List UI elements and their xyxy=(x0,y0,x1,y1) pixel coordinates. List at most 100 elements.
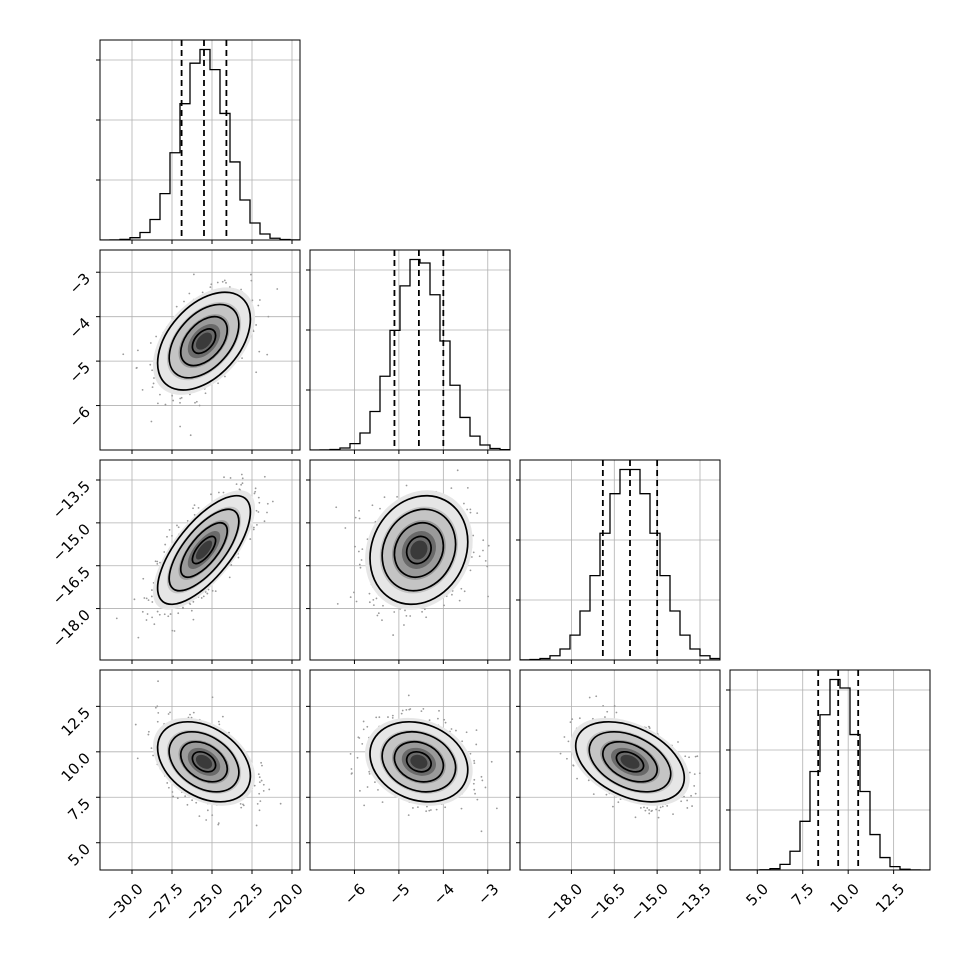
sample-point xyxy=(480,775,483,778)
sample-point xyxy=(613,705,616,707)
sample-point xyxy=(335,506,338,509)
sample-point xyxy=(263,520,266,523)
sample-point xyxy=(368,772,371,775)
sample-point xyxy=(197,506,200,509)
sample-point xyxy=(396,495,398,498)
panel-3-0 xyxy=(96,669,301,874)
sample-point xyxy=(158,613,161,616)
contour-line xyxy=(179,522,229,578)
sample-point xyxy=(182,606,184,609)
histogram-step xyxy=(730,678,930,870)
sample-point xyxy=(634,816,637,819)
panel-plot-area xyxy=(100,670,300,870)
sample-point xyxy=(137,636,140,639)
sample-point xyxy=(456,469,459,472)
sample-point xyxy=(693,773,696,776)
x-tick-label: 12.5 xyxy=(872,880,908,916)
sample-point xyxy=(253,492,256,495)
panel-frame xyxy=(519,669,721,871)
sample-point xyxy=(156,563,159,565)
sample-point xyxy=(194,401,196,404)
panel-frame xyxy=(99,459,301,661)
panel-plot-area xyxy=(520,670,720,870)
sample-point xyxy=(176,797,179,800)
sample-point xyxy=(217,823,220,826)
x-tick-label: −15.0 xyxy=(627,880,672,925)
sample-point xyxy=(658,809,661,812)
sample-point xyxy=(381,619,383,622)
sample-point xyxy=(349,596,352,599)
sample-point xyxy=(482,549,484,552)
sample-point xyxy=(240,806,243,809)
contour-line xyxy=(156,494,252,606)
sample-point xyxy=(490,760,493,763)
sample-point xyxy=(237,556,240,559)
sample-point xyxy=(279,802,282,805)
sample-point xyxy=(156,720,159,723)
sample-point xyxy=(258,809,261,812)
sample-point xyxy=(171,795,174,798)
sample-point xyxy=(258,299,261,301)
x-tick-label: −4 xyxy=(430,880,458,908)
sample-point xyxy=(151,616,153,619)
sample-point xyxy=(257,511,260,513)
sample-point xyxy=(381,801,384,803)
sample-point xyxy=(217,382,219,385)
sample-point xyxy=(157,711,160,714)
sample-point xyxy=(252,526,255,529)
sample-point xyxy=(423,608,426,611)
panel-1-1 xyxy=(306,249,511,454)
density-shade xyxy=(410,540,428,560)
panel-frame xyxy=(99,669,301,871)
sample-point xyxy=(472,534,475,537)
panel-0-0 xyxy=(96,39,301,244)
sample-point xyxy=(592,793,595,796)
sample-point xyxy=(360,559,363,561)
sample-point xyxy=(688,771,691,774)
sample-point xyxy=(201,291,204,294)
sample-point xyxy=(375,716,378,719)
sample-point xyxy=(465,731,468,734)
x-tick-label: −13.5 xyxy=(670,880,715,925)
sample-point xyxy=(154,560,157,563)
sample-point xyxy=(484,786,487,789)
y-tick-label: −4 xyxy=(66,314,94,342)
sample-point xyxy=(171,791,174,793)
sample-point xyxy=(461,740,464,743)
x-tick-label: −6 xyxy=(341,880,369,908)
sample-point xyxy=(606,710,609,713)
sample-point xyxy=(258,776,261,779)
sample-point xyxy=(429,809,432,811)
sample-point xyxy=(214,590,217,593)
panel-frame xyxy=(519,459,721,661)
sample-point xyxy=(420,710,423,713)
sample-point xyxy=(444,721,447,724)
sample-point xyxy=(271,500,274,503)
contour-line xyxy=(588,730,672,793)
sample-point xyxy=(149,342,152,344)
sample-point xyxy=(407,694,410,697)
histogram-step xyxy=(310,258,510,450)
sample-point xyxy=(190,609,193,612)
sample-point xyxy=(217,491,220,494)
sample-point xyxy=(688,756,690,759)
sample-point xyxy=(206,592,209,595)
sample-point xyxy=(686,807,689,809)
sample-point xyxy=(164,543,167,546)
sample-point xyxy=(475,743,478,746)
sample-point xyxy=(169,711,171,714)
panel-3-3 xyxy=(726,669,931,874)
sample-point xyxy=(693,785,696,787)
sample-point xyxy=(191,799,194,802)
sample-point xyxy=(407,814,410,816)
sample-point xyxy=(258,501,261,504)
sample-point xyxy=(372,598,375,601)
sample-point xyxy=(192,618,195,621)
sample-point xyxy=(205,819,208,821)
sample-point xyxy=(350,768,353,770)
sample-point xyxy=(405,614,408,617)
x-tick-label: −22.5 xyxy=(222,880,267,925)
sample-point xyxy=(486,565,489,568)
sample-point xyxy=(481,779,484,782)
x-tick-label: 10.0 xyxy=(827,880,863,916)
